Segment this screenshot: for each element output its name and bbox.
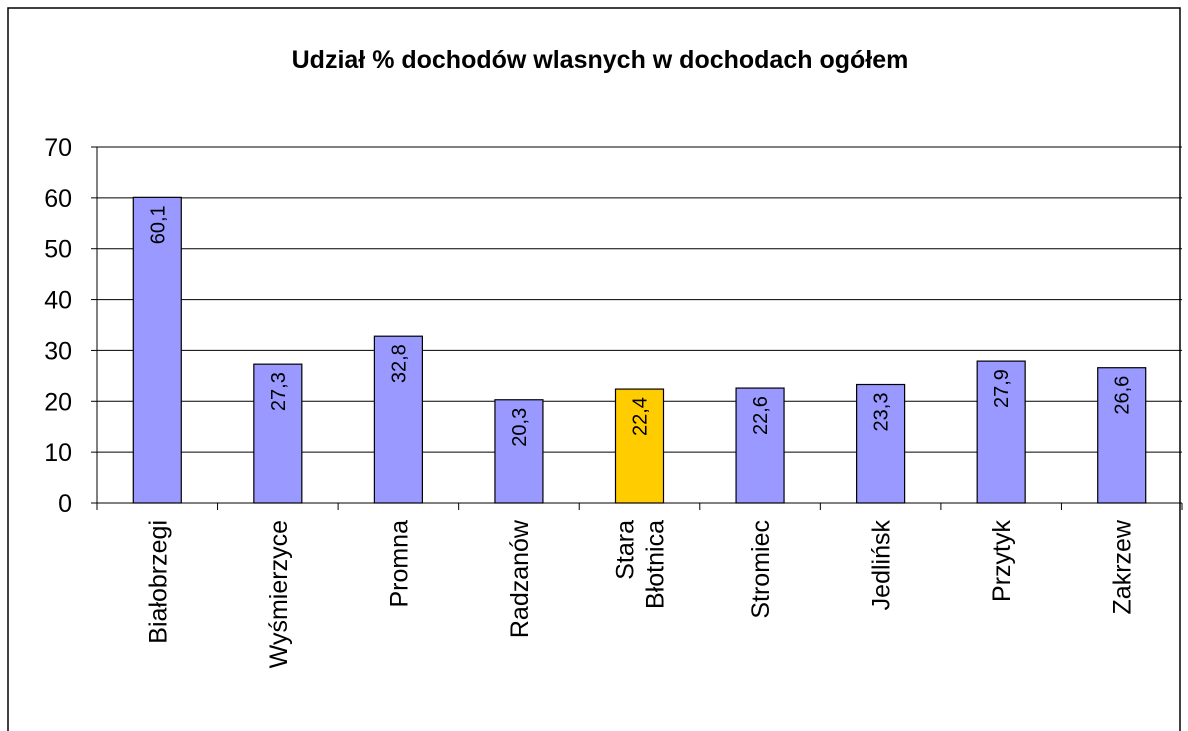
x-tick-label: Białobrzegi <box>144 520 172 644</box>
value-label: 20,3 <box>509 408 531 447</box>
x-tick-label: StaraBłotnica <box>612 520 670 609</box>
bar <box>614 388 665 504</box>
x-tick-label: Przytyk <box>988 520 1016 602</box>
x-tick-label: Stromiec <box>747 520 775 619</box>
y-tick-label: 40 <box>44 287 72 315</box>
y-tick-label: 10 <box>44 439 72 467</box>
x-tick-label: Promna <box>385 520 413 608</box>
bar <box>132 196 182 504</box>
value-label: 27,9 <box>991 369 1013 408</box>
y-tick-label: 70 <box>44 134 72 162</box>
x-tick-label: Jedlińsk <box>868 520 896 611</box>
bar <box>856 383 906 504</box>
y-tick-label: 60 <box>44 185 72 213</box>
y-tick-label: 50 <box>44 236 72 264</box>
x-tick-label: Wyśmierzyce <box>265 520 293 668</box>
bar <box>1097 367 1147 504</box>
value-label: 26,6 <box>1112 376 1134 415</box>
value-label: 60,1 <box>147 205 169 244</box>
bar <box>976 360 1026 504</box>
bar <box>735 387 785 504</box>
value-label: 27,3 <box>268 372 290 411</box>
chart-title: Udział % dochodów wlasnych w dochodach o… <box>292 46 909 74</box>
x-tick-label: Radzanów <box>506 519 534 638</box>
value-label: 22,6 <box>750 396 772 435</box>
value-label: 32,8 <box>388 344 410 383</box>
y-tick-label: 0 <box>58 490 72 518</box>
y-tick-label: 30 <box>44 337 72 365</box>
y-tick-label: 20 <box>44 388 72 416</box>
value-label: 23,3 <box>871 393 893 432</box>
chart-frame <box>7 7 1181 731</box>
value-label: 22,4 <box>630 397 652 436</box>
x-tick-label: Zakrzew <box>1109 519 1137 614</box>
